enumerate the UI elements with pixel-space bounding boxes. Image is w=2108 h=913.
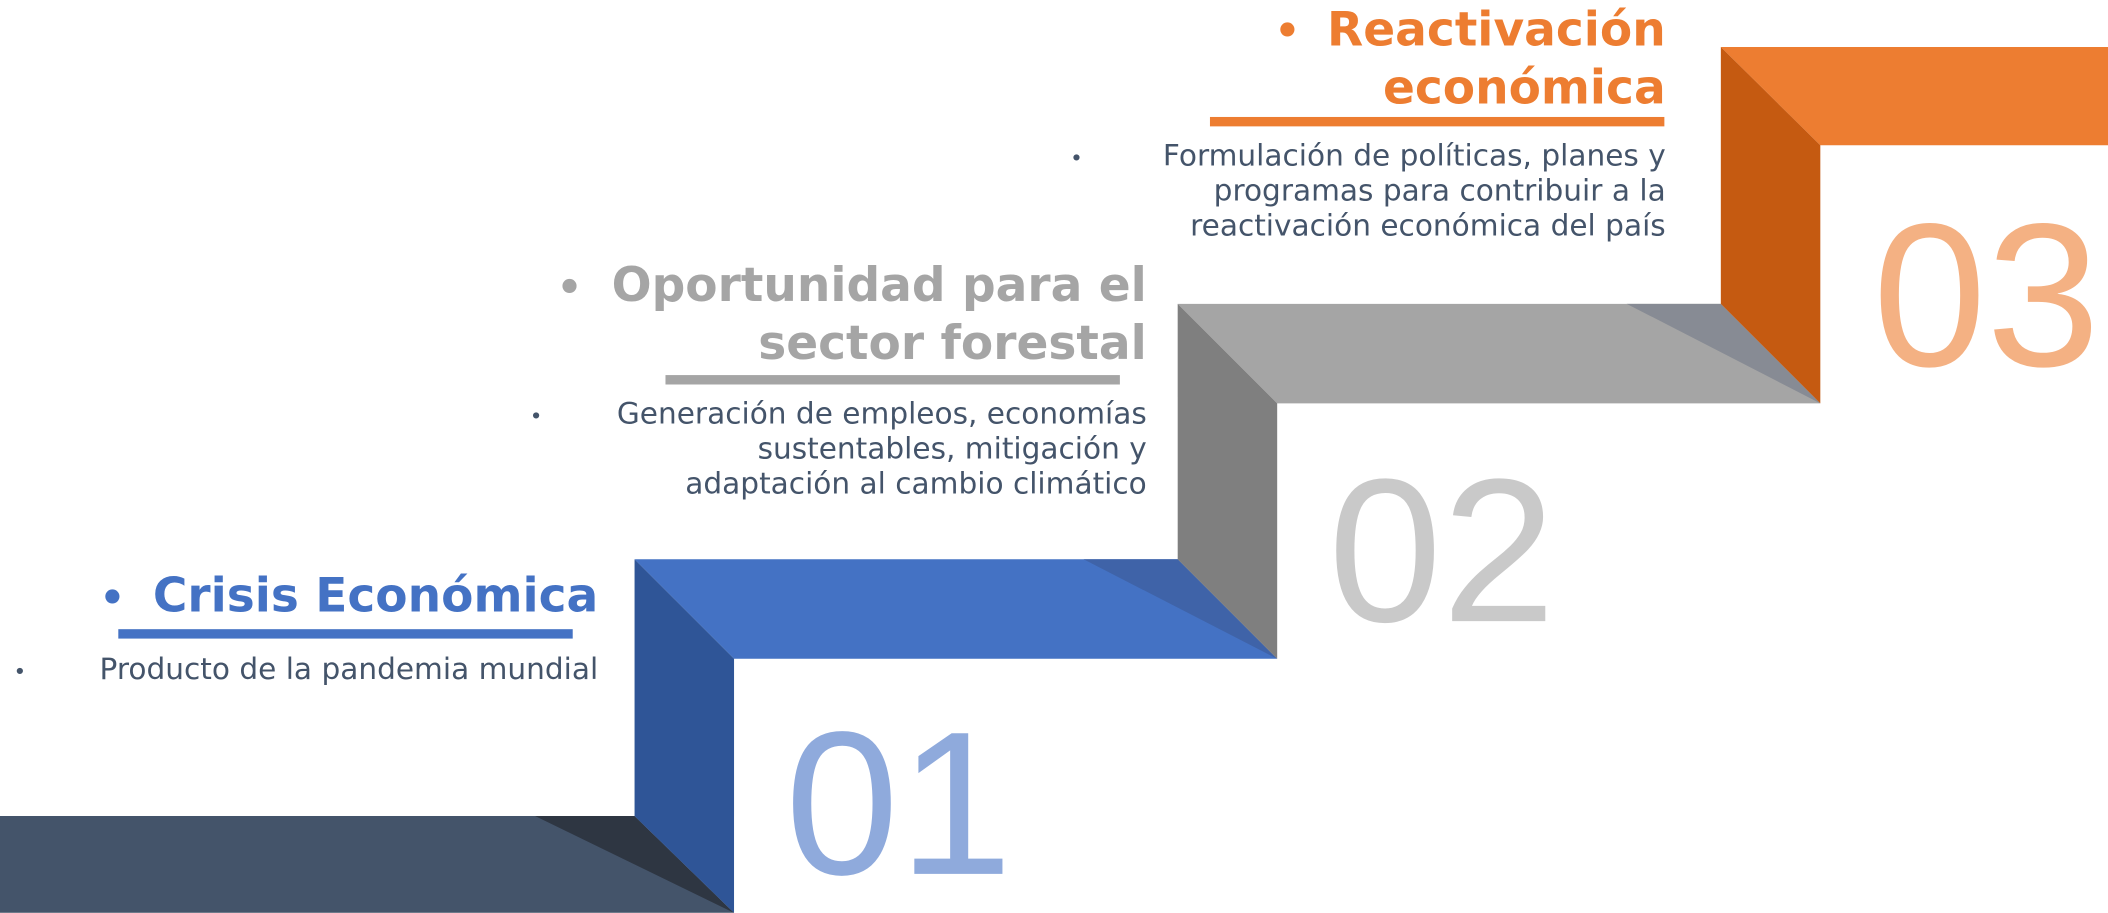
step-side (1720, 47, 1821, 404)
text-line: programas para contribuir a la (1213, 174, 1666, 209)
title-line: sector forestal (758, 317, 1147, 372)
shadow (1083, 559, 1278, 659)
text-line: adaptación al cambio climático (685, 467, 1147, 502)
bullet: • (556, 264, 583, 312)
text-line: Producto de la pandemia mundial (99, 653, 599, 687)
step-text: Producto de la pandemia mundial (100, 653, 599, 688)
title-underline (1209, 116, 1665, 127)
bullet: • (529, 403, 543, 429)
text-line: reactivación económica del país (1190, 209, 1666, 244)
title-line: Reactivación (1327, 4, 1666, 58)
text-line: sustentables, mitigación y (757, 432, 1147, 467)
step-title: Crisis Económica (153, 569, 598, 627)
bullet: • (1274, 8, 1301, 56)
title-line: económica (1382, 61, 1666, 116)
text-line: Generación de empleos, economías (616, 397, 1147, 432)
step-number: 03 (1873, 182, 2100, 410)
step-number: 01 (785, 690, 1012, 913)
title-line: Crisis Económica (152, 570, 599, 624)
title-line: Oportunidad para el (611, 259, 1147, 314)
step-title: Oportunidad para el sector forestal (612, 258, 1147, 374)
bullet: • (1070, 145, 1083, 171)
bullet: • (99, 575, 126, 623)
step-top (1720, 47, 2108, 146)
shadow (535, 816, 735, 913)
base-step (0, 816, 735, 913)
step-text: Generación de empleos, economías sustenta… (617, 398, 1147, 503)
title-underline (665, 375, 1120, 385)
step-text: Formulación de políticas, planes y progra… (1163, 140, 1666, 245)
text-line: Formulación de políticas, planes y (1162, 139, 1666, 174)
step-top (634, 559, 1278, 659)
step-side (1177, 303, 1278, 659)
step-side (634, 559, 735, 913)
step-number: 02 (1328, 437, 1555, 665)
bullet: • (13, 658, 27, 685)
step-title: Reactivación económica (1327, 3, 1666, 119)
title-underline (118, 629, 573, 639)
step-top (1177, 303, 1821, 404)
